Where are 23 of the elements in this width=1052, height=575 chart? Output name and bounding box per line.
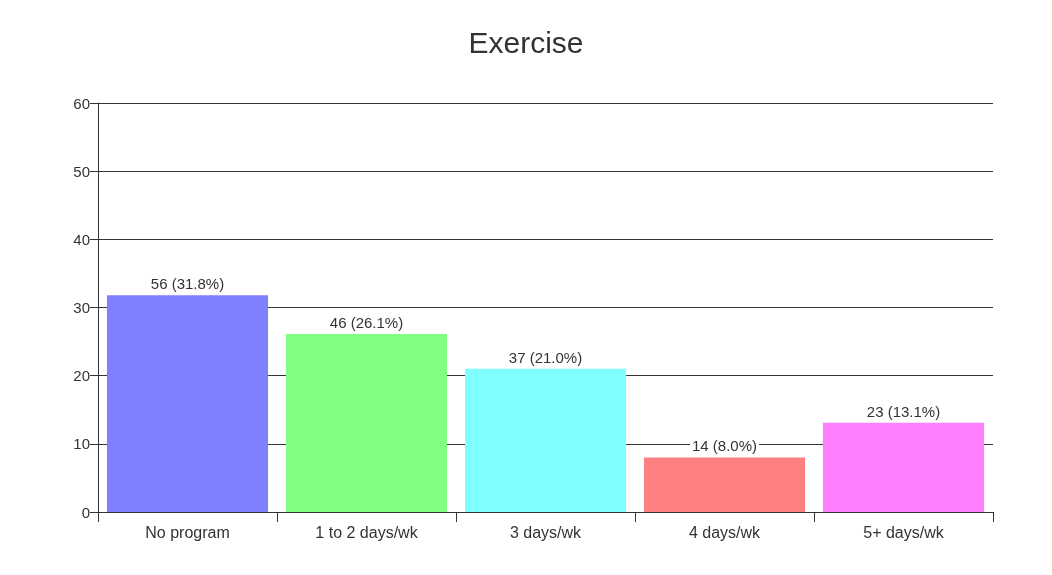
bar — [106, 295, 269, 512]
bar — [464, 368, 627, 512]
x-tick-label: 1 to 2 days/wk — [315, 523, 419, 541]
y-tick-label: 10 — [73, 435, 90, 453]
y-tick-label: 50 — [73, 162, 90, 180]
y-tick-label: 30 — [73, 299, 90, 316]
data-label: 56 (31.8%) — [150, 275, 225, 293]
x-tick-label: 4 days/wk — [688, 523, 762, 541]
data-label: 14 (8.0%) — [691, 437, 758, 455]
chart-title: Exercise — [468, 25, 584, 59]
y-tick-label: 20 — [73, 367, 90, 385]
data-label: 23 (13.1%) — [866, 402, 941, 420]
data-label: 46 (26.1%) — [329, 314, 404, 332]
bar — [285, 334, 448, 512]
y-tick-label: 0 — [81, 503, 90, 521]
y-tick-label: 40 — [73, 230, 90, 248]
y-tick-label: 60 — [73, 94, 90, 112]
data-label: 37 (21.0%) — [508, 348, 583, 366]
x-tick-label: 3 days/wk — [509, 523, 583, 541]
x-tick-label: 5+ days/wk — [863, 523, 945, 541]
bar — [822, 422, 985, 512]
bar — [643, 457, 806, 512]
x-tick-label: No program — [145, 523, 230, 541]
